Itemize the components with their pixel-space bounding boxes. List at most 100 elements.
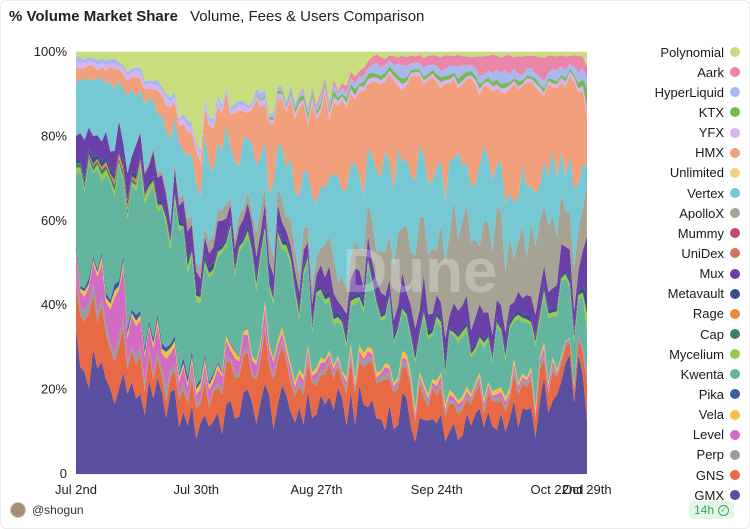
legend-item-unidex[interactable]: UniDex <box>600 243 746 263</box>
legend-item-polynomial[interactable]: Polynomial <box>600 42 746 62</box>
legend-label: Aark <box>697 64 724 80</box>
area-series-vertex <box>76 77 587 290</box>
legend-item-mycelium[interactable]: Mycelium <box>600 344 746 364</box>
legend-item-aark[interactable]: Aark <box>600 62 746 82</box>
refresh-age: 14h <box>694 503 715 517</box>
legend-item-rage[interactable]: Rage <box>600 304 746 324</box>
legend-label: Mummy <box>677 225 724 241</box>
y-tick-label: 100% <box>34 44 68 59</box>
legend-item-perp[interactable]: Perp <box>600 445 746 465</box>
refresh-badge[interactable]: 14h ✓ <box>689 501 735 519</box>
legend-swatch <box>730 87 740 98</box>
chart-subtitle[interactable]: Volume, Fees & Users Comparison <box>190 8 425 25</box>
legend-swatch <box>730 369 740 380</box>
legend-item-metavault[interactable]: Metavault <box>600 284 746 304</box>
legend-label: Unlimited <box>669 165 724 181</box>
legend-label: GNS <box>695 467 724 483</box>
legend-label: ApolloX <box>679 205 724 221</box>
legend-label: Polynomial <box>660 44 724 60</box>
legend-label: Mux <box>699 266 724 282</box>
legend-swatch <box>730 349 740 360</box>
legend-swatch <box>730 107 740 118</box>
area-series-level <box>76 253 587 420</box>
area-series-kwenta <box>76 161 587 410</box>
check-circle-icon: ✓ <box>718 504 730 516</box>
legend-swatch <box>730 429 740 440</box>
legend-swatch <box>730 288 740 299</box>
legend-item-hmx[interactable]: HMX <box>600 143 746 163</box>
legend-item-ktx[interactable]: KTX <box>600 102 746 122</box>
legend-label: HyperLiquid <box>654 84 724 100</box>
x-tick-label: Jul 2nd <box>55 482 97 497</box>
dune-watermark: Dune <box>343 237 498 306</box>
legend-swatch <box>730 490 740 501</box>
area-series-yfx <box>76 61 587 163</box>
x-tick-label: Oct 29th <box>562 482 611 497</box>
x-tick-label: Aug 27th <box>290 482 342 497</box>
x-tick-label: Sep 24th <box>411 482 463 497</box>
legend-item-mux[interactable]: Mux <box>600 264 746 284</box>
area-series-perp <box>76 273 587 423</box>
legend-swatch <box>730 449 740 460</box>
legend-swatch <box>730 47 740 57</box>
legend-swatch <box>730 167 740 178</box>
y-tick-label: 60% <box>41 213 67 228</box>
legend-item-vela[interactable]: Vela <box>600 405 746 425</box>
chart-title: % Volume Market Share <box>9 8 178 25</box>
legend-item-yfx[interactable]: YFX <box>600 123 746 143</box>
legend-label: YFX <box>698 125 724 141</box>
author-avatar <box>10 502 26 518</box>
legend-swatch <box>730 328 740 339</box>
area-series-hmx <box>76 64 587 203</box>
legend-swatch <box>730 389 740 400</box>
area-series-gmx <box>76 329 587 474</box>
legend-label: KTX <box>698 104 724 120</box>
legend-swatch <box>730 308 740 319</box>
legend-swatch <box>730 187 740 198</box>
legend-item-mummy[interactable]: Mummy <box>600 223 746 243</box>
y-tick-label: 0 <box>60 466 67 481</box>
y-tick-label: 80% <box>41 128 67 143</box>
chart-header: % Volume Market Share Volume, Fees & Use… <box>9 8 424 25</box>
legend-swatch <box>730 469 740 480</box>
legend-item-apollox[interactable]: ApolloX <box>600 203 746 223</box>
legend-swatch <box>730 228 740 239</box>
legend-label: Vertex <box>687 185 724 201</box>
legend-swatch <box>730 127 740 138</box>
legend-item-vertex[interactable]: Vertex <box>600 183 746 203</box>
legend-swatch <box>730 268 740 279</box>
legend-label: Cap <box>700 326 724 342</box>
legend-label: UniDex <box>681 245 724 261</box>
legend-swatch <box>730 409 740 420</box>
legend-label: Metavault <box>667 286 724 302</box>
y-tick-label: 20% <box>41 382 67 397</box>
legend-swatch <box>730 67 740 78</box>
area-series-aark <box>76 54 587 150</box>
legend-label: Rage <box>692 306 724 322</box>
legend-item-unlimited[interactable]: Unlimited <box>600 163 746 183</box>
author-name: @shogun <box>32 503 84 517</box>
legend-label: HMX <box>695 145 724 161</box>
legend-swatch <box>730 147 740 158</box>
legend-item-pika[interactable]: Pika <box>600 384 746 404</box>
chart-legend: Polynomial Aark HyperLiquid KTX YFX HMX Unlimi… <box>600 42 746 505</box>
legend-label: Perp <box>696 447 724 463</box>
legend-item-gmx[interactable]: GMX <box>600 485 746 505</box>
legend-label: Mycelium <box>669 346 724 362</box>
legend-item-kwenta[interactable]: Kwenta <box>600 364 746 384</box>
legend-swatch <box>730 248 740 259</box>
legend-label: Vela <box>698 407 724 423</box>
legend-label: GMX <box>694 487 724 503</box>
legend-label: Pika <box>698 386 724 402</box>
x-tick-label: Jul 30th <box>173 482 219 497</box>
legend-label: Level <box>692 427 724 443</box>
legend-item-level[interactable]: Level <box>600 425 746 445</box>
area-series-polynomial <box>76 52 587 150</box>
legend-label: Kwenta <box>680 366 724 382</box>
legend-item-cap[interactable]: Cap <box>600 324 746 344</box>
legend-item-gns[interactable]: GNS <box>600 465 746 485</box>
legend-item-hyperliquid[interactable]: HyperLiquid <box>600 82 746 102</box>
legend-swatch <box>730 208 740 219</box>
author-footer[interactable]: @shogun <box>10 502 84 518</box>
